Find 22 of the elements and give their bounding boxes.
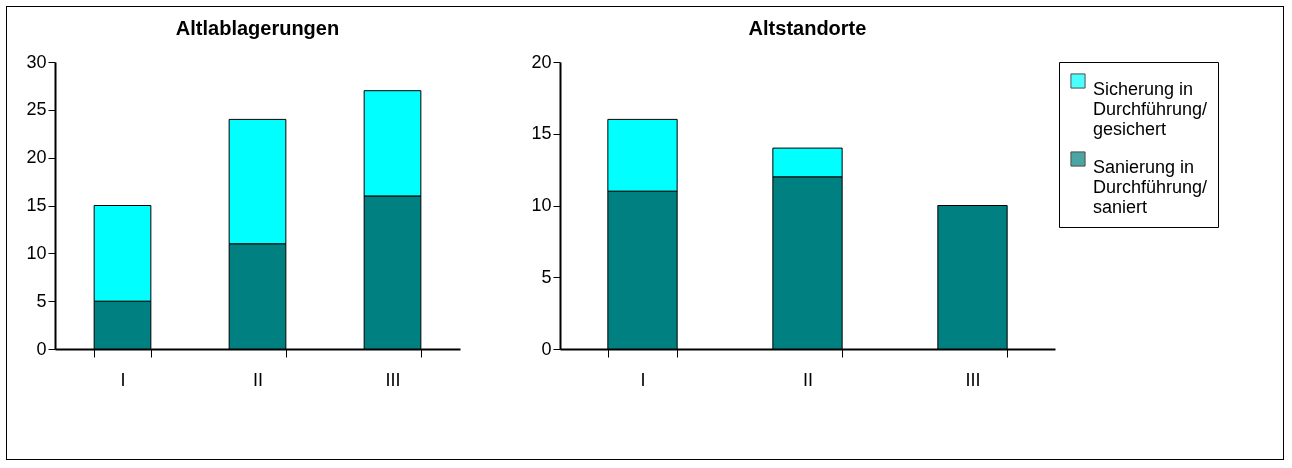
y-tick-label: 0 [36,338,47,359]
y-tick-label: 30 [26,51,47,72]
chart-title: Altlablagerungen [175,17,340,39]
legend-label: Sanierung in Durchführung/ saniert [1093,157,1208,217]
y-tick-label: 5 [36,290,47,311]
y-tick-label: 10 [26,242,47,263]
legend-label: Sicherung in Durchführung/ gesichert [1093,79,1208,139]
x-tick-label: II [802,369,814,390]
y-tick-label: 20 [26,147,47,168]
y-tick-label: 0 [541,338,552,359]
y-tick-label: 10 [531,195,552,215]
x-tick-label: III [965,369,981,390]
y-tick-label: 5 [541,266,552,287]
y-tick-label: 15 [531,123,552,144]
y-tick-label: 25 [26,99,47,120]
chart-title: Altstandorte [748,17,867,39]
x-tick-label: I [640,369,646,390]
y-tick-label: 20 [531,51,552,72]
x-tick-label: II [252,369,264,390]
y-tick-label: 15 [26,195,47,215]
x-tick-label: I [120,369,126,390]
x-tick-label: III [385,369,401,390]
